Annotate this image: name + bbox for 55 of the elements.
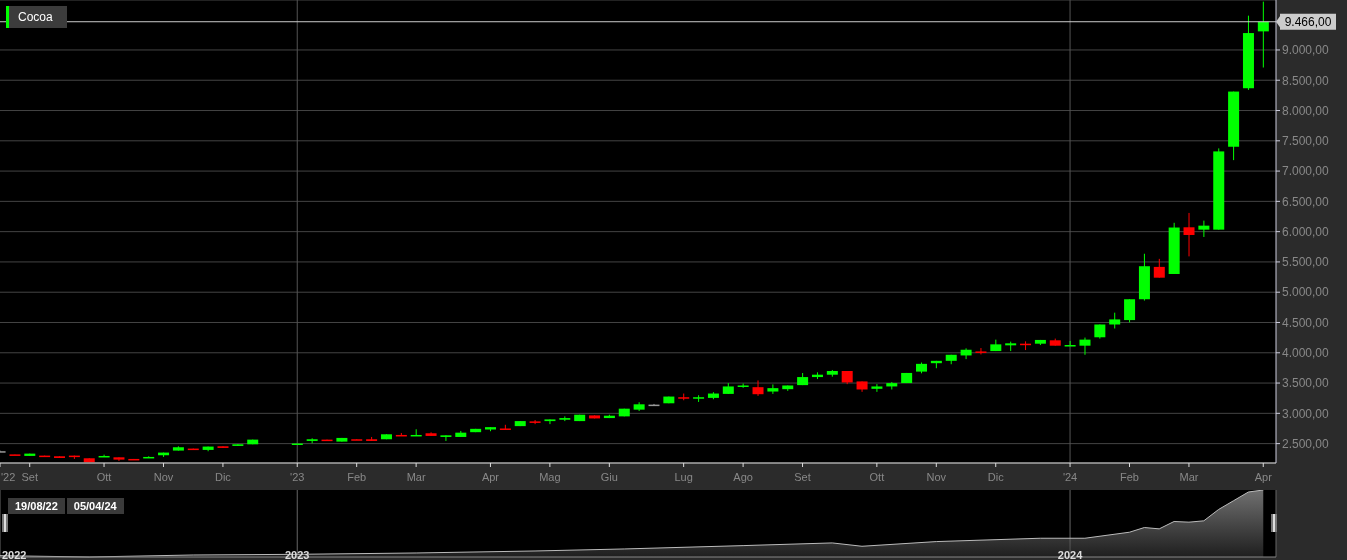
candlestick	[440, 434, 452, 442]
y-tick-label: 4.000,00	[1282, 346, 1330, 361]
y-tick-label: 7.500,00	[1282, 134, 1330, 149]
candlestick	[544, 418, 556, 425]
x-tick-label: 2022	[2, 549, 27, 560]
candlestick	[1183, 212, 1195, 257]
x-tick-label: Giu	[600, 471, 618, 483]
x-tick-label: Apr	[1254, 471, 1273, 483]
candlestick	[529, 419, 541, 425]
y-tick-label: 4.500,00	[1282, 315, 1330, 330]
candlestick	[1124, 298, 1136, 323]
candlestick	[871, 383, 883, 393]
candlestick	[752, 379, 764, 397]
y-tick-label: 5.000,00	[1282, 285, 1330, 300]
x-tick-label: '23	[290, 471, 305, 483]
x-tick-label: Feb	[1120, 471, 1139, 483]
x-tick-label: 2024	[1057, 549, 1084, 560]
y-tick-label: 8.500,00	[1282, 73, 1330, 88]
x-tick-label: Set	[21, 471, 38, 483]
y-tick-label: 3.500,00	[1282, 376, 1330, 391]
y-tick-label: 9.000,00	[1282, 43, 1330, 58]
x-tick-label: Dic	[214, 471, 232, 483]
ref-line-label: 9.466,00	[1284, 14, 1332, 29]
x-tick-label: Set	[794, 471, 811, 483]
x-tick-label: Ago	[733, 471, 753, 483]
x-tick-label: Dic	[987, 471, 1005, 483]
x-tick-label: Ott	[869, 471, 885, 483]
y-tick-label: 7.000,00	[1282, 164, 1330, 179]
annotation: 19/08/22	[8, 498, 65, 514]
x-tick-label: Apr	[481, 471, 500, 483]
y-tick-label: 5.500,00	[1282, 255, 1330, 270]
x-tick-label: Nov	[926, 471, 947, 483]
x-tick-label: '22	[1, 471, 16, 483]
candlestick	[767, 383, 779, 395]
candlestick	[975, 347, 987, 355]
x-tick-label: Mag	[539, 471, 561, 483]
legend-label: Cocoa	[9, 6, 67, 28]
candlestick	[1153, 258, 1165, 279]
y-tick-label: 6.000,00	[1282, 224, 1330, 239]
x-tick-label: Mar	[406, 471, 426, 483]
y-tick-label: 8.000,00	[1282, 103, 1330, 118]
y-tick-label: 2.500,00	[1282, 436, 1330, 451]
x-tick-label: '24	[1062, 471, 1078, 483]
x-tick-label: Nov	[153, 471, 174, 483]
candlestick	[1198, 220, 1210, 238]
candlestick	[1257, 1, 1269, 69]
y-tick-label: 6.500,00	[1282, 194, 1330, 209]
candlestick	[1064, 340, 1076, 347]
y-tick-label: 3.000,00	[1282, 406, 1330, 421]
x-tick-label: Feb	[347, 471, 367, 483]
x-tick-label: Mar	[1179, 471, 1199, 483]
candlestick	[1079, 337, 1091, 356]
x-tick-label: Ott	[96, 471, 112, 483]
x-tick-label: Lug	[674, 471, 693, 483]
annotation: 05/04/24	[66, 498, 124, 514]
